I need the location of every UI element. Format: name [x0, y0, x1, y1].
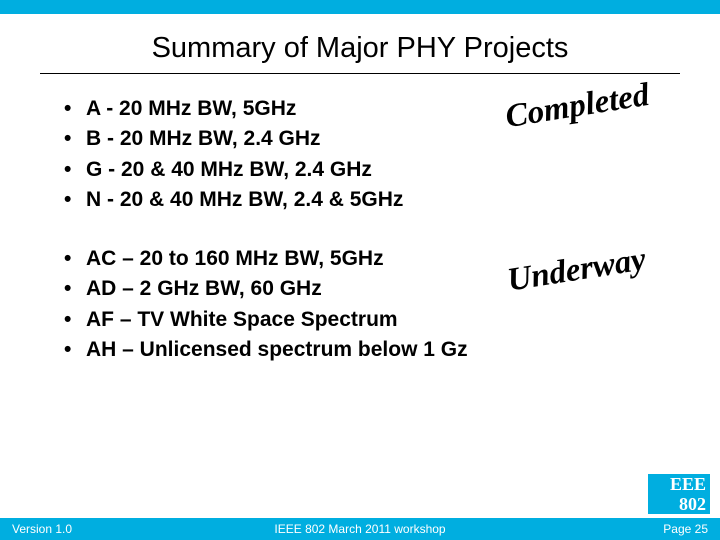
logo-line: EEE	[648, 474, 710, 494]
list-item: B - 20 MHz BW, 2.4 GHz	[64, 124, 720, 154]
list-item: N - 20 & 40 MHz BW, 2.4 & 5GHz	[64, 185, 720, 215]
list-item: AH – Unlicensed spectrum below 1 Gz	[64, 335, 720, 365]
bullet-group-completed: A - 20 MHz BW, 5GHz B - 20 MHz BW, 2.4 G…	[64, 94, 720, 216]
footer-bar: Version 1.0 IEEE 802 March 2011 workshop…	[0, 518, 720, 540]
group-separator	[64, 216, 720, 244]
list-item: AC – 20 to 160 MHz BW, 5GHz	[64, 244, 720, 274]
content-area: Completed A - 20 MHz BW, 5GHz B - 20 MHz…	[0, 94, 720, 366]
list-item: AD – 2 GHz BW, 60 GHz	[64, 274, 720, 304]
footer-version: Version 1.0	[12, 522, 72, 536]
page-title: Summary of Major PHY Projects	[0, 32, 720, 65]
list-item: A - 20 MHz BW, 5GHz	[64, 94, 720, 124]
ieee-802-logo: EEE 802	[648, 474, 710, 514]
list-item: G - 20 & 40 MHz BW, 2.4 GHz	[64, 155, 720, 185]
list-item: AF – TV White Space Spectrum	[64, 305, 720, 335]
footer-page: Page 25	[663, 522, 708, 536]
bullet-group-underway: AC – 20 to 160 MHz BW, 5GHz AD – 2 GHz B…	[64, 244, 720, 366]
footer-event: IEEE 802 March 2011 workshop	[274, 522, 445, 536]
top-accent-bar	[0, 0, 720, 14]
logo-line: 802	[648, 494, 710, 514]
title-underline	[40, 73, 680, 74]
